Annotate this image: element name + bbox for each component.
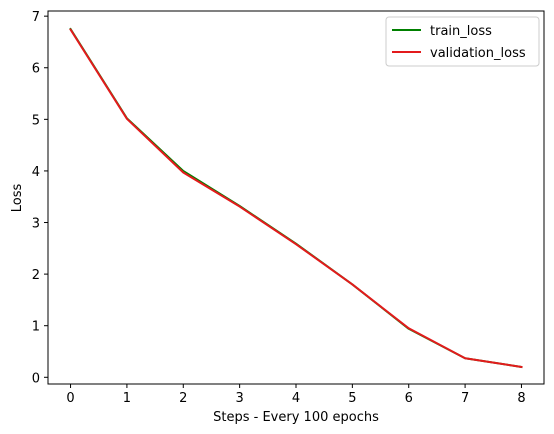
legend: train_loss validation_loss — [385, 16, 540, 67]
legend-box — [385, 16, 540, 67]
series-line-validation-loss — [69, 28, 523, 369]
legend-label-validation-loss: validation_loss — [430, 46, 526, 61]
legend-label-train-loss: train_loss — [430, 24, 492, 39]
x-tick-label: 2 — [179, 391, 187, 406]
x-tick-label: 0 — [66, 391, 74, 406]
plot-frame — [47, 10, 545, 385]
y-axis-label: Loss — [10, 184, 25, 213]
y-tick-label: 4 — [32, 165, 40, 180]
y-tick-label: 0 — [32, 371, 40, 386]
x-tick-label: 3 — [235, 391, 243, 406]
x-tick-label: 1 — [123, 391, 131, 406]
y-tick-label: 2 — [32, 268, 40, 283]
y-tick-label: 6 — [32, 62, 40, 77]
y-tick-label: 7 — [32, 10, 40, 25]
plot-lines — [69, 27, 523, 369]
x-tick-label: 5 — [348, 391, 356, 406]
x-axis: 0 1 2 3 4 5 6 7 8 — [66, 384, 526, 406]
x-tick-label: 7 — [461, 391, 469, 406]
y-tick-label: 1 — [32, 320, 40, 335]
x-tick-label: 8 — [517, 391, 525, 406]
x-tick-label: 4 — [292, 391, 300, 406]
x-axis-label: Steps - Every 100 epochs — [213, 410, 379, 425]
y-axis: 0 1 2 3 4 5 6 7 — [32, 10, 48, 386]
x-tick-label: 6 — [405, 391, 413, 406]
y-tick-label: 5 — [32, 113, 40, 128]
y-tick-label: 3 — [32, 217, 40, 232]
